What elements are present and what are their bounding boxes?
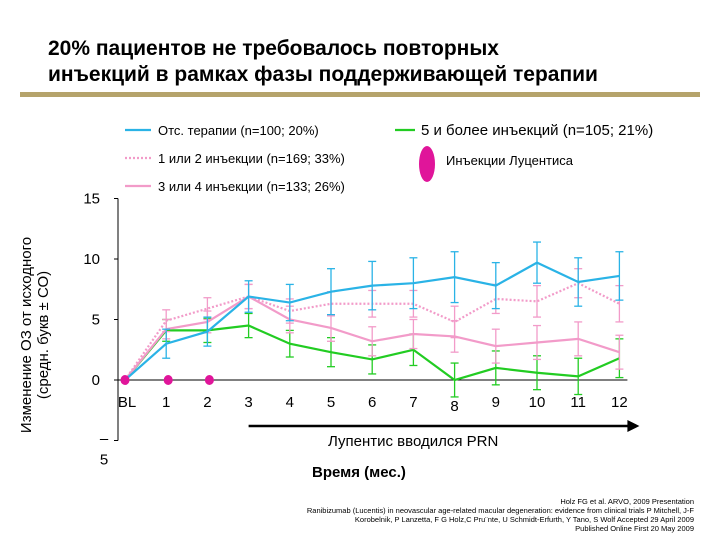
citation-line-1: Holz FG et al. ARVO, 2009 Presentation xyxy=(254,497,694,506)
y-axis-label: Изменение ОЗ от исходного (средн. букв ±… xyxy=(18,220,72,450)
x-tick-label: 8 xyxy=(450,398,458,415)
y-tick-label: 0 xyxy=(92,372,100,389)
x-tick-label: 4 xyxy=(286,394,294,411)
citation-line-3: Korobelnik, P Lanzetta, F G Holz,C Pru¨n… xyxy=(254,515,694,524)
x-tick-label: 10 xyxy=(529,394,546,411)
citation: Holz FG et al. ARVO, 2009 Presentation R… xyxy=(254,497,694,533)
legend: Отс. терапии (n=100; 20%) 1 или 2 инъекци… xyxy=(125,122,653,194)
x-tick-label: BL xyxy=(118,394,136,411)
citation-line-2: Ranibizumab (Lucentis) in neovascular ag… xyxy=(254,506,694,515)
legend-injection-label: Инъекции Луцентиса xyxy=(446,153,574,168)
prn-arrow-head xyxy=(627,420,639,432)
x-tick-label: 2 xyxy=(203,394,211,411)
x-axis-label: Время (мес.) xyxy=(312,464,406,481)
injection-marker xyxy=(164,375,173,385)
legend-label: 1 или 2 инъекции (n=169; 33%) xyxy=(158,151,345,166)
series-3 xyxy=(125,284,623,380)
x-tick-label: 11 xyxy=(570,394,586,411)
y-tick-label: 10 xyxy=(83,251,100,268)
x-tick-label: 1 xyxy=(162,394,170,411)
injection-marker xyxy=(121,375,130,385)
x-tick-label: 6 xyxy=(368,394,376,411)
x-tick-label: 7 xyxy=(409,394,417,411)
x-tick-label: 5 xyxy=(327,394,335,411)
legend-label: Отс. терапии (n=100; 20%) xyxy=(158,123,319,138)
series-layer xyxy=(125,242,623,397)
x-tick-label: 9 xyxy=(492,394,500,411)
legend-injection-swatch xyxy=(419,146,435,182)
y-tick-label: 5 xyxy=(92,312,100,329)
prn-label: Лупентис вводился PRN xyxy=(328,433,498,450)
x-tick-label: 12 xyxy=(611,394,628,411)
y-tick-label: 15 xyxy=(83,191,100,208)
citation-line-4: Published Online First 20 May 2009 xyxy=(254,524,694,533)
injection-marker xyxy=(205,375,214,385)
y-tick-label-minus: – xyxy=(100,431,109,448)
legend-label: 3 или 4 инъекции (n=133; 26%) xyxy=(158,179,345,194)
legend-label: 5 и более инъекций (n=105; 21%) xyxy=(421,122,653,139)
x-tick-label: 3 xyxy=(244,394,252,411)
y-tick-label-five: 5 xyxy=(100,452,108,469)
